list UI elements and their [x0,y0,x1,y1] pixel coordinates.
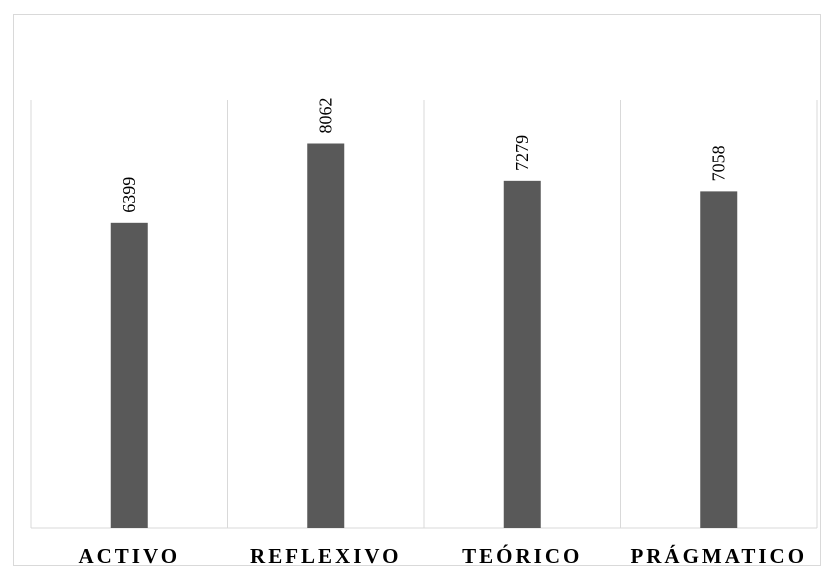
bar-activo [110,222,148,528]
data-label-activo: 6399 [119,177,139,213]
x-axis-tick-labels: ACTIVO REFLEXIVO TEÓRICO PRÁGMATICO [78,544,807,568]
data-labels: 6399 8062 7279 7058 [119,97,729,212]
x-tick-label-prágmatico: PRÁGMATICO [630,544,807,568]
bar-reflexivo [307,143,345,528]
data-label-prágmatico: 7058 [709,145,729,181]
bar-prágmatico [700,191,738,528]
gridlines [30,100,818,528]
x-tick-label-reflexivo: REFLEXIVO [250,544,401,568]
data-label-reflexivo: 8062 [316,97,336,133]
bars [110,143,738,528]
data-label-teórico: 7279 [512,135,532,171]
x-tick-label-teórico: TEÓRICO [462,544,582,568]
bar-teórico [503,180,541,528]
x-tick-label-activo: ACTIVO [78,544,180,568]
